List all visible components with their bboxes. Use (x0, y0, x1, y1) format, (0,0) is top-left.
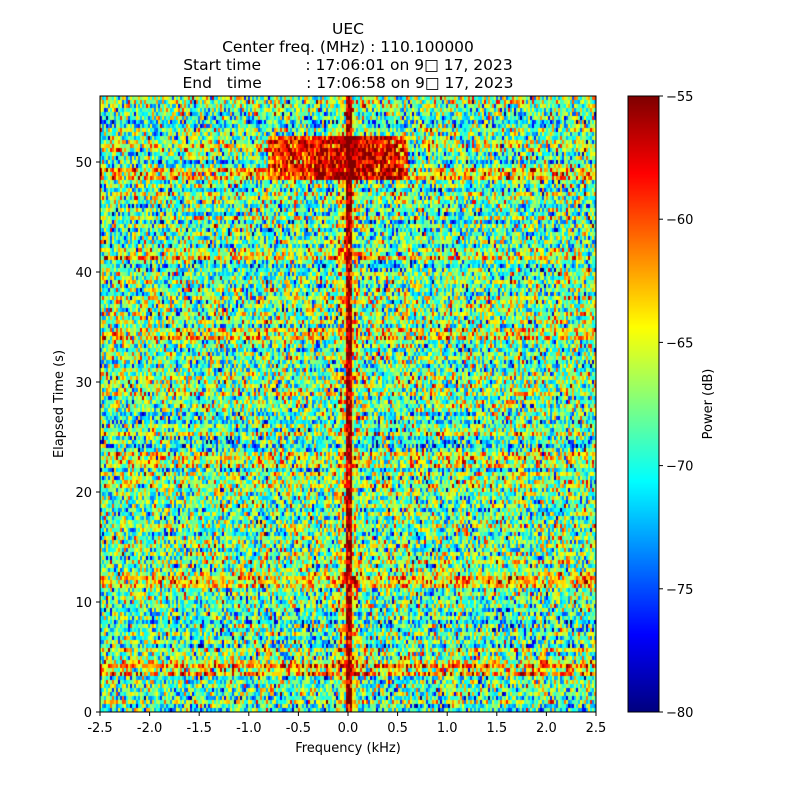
x-tick-label: 0.0 (338, 721, 359, 736)
y-axis-label: Elapsed Time (s) (52, 350, 67, 458)
x-tick-label: 1.0 (437, 721, 458, 736)
y-tick-label: 50 (75, 156, 92, 171)
x-tick-label: -1.5 (187, 721, 212, 736)
x-tick-label: -2.0 (137, 721, 162, 736)
chart-subtitle-end-time: End time : 17:06:58 on 9□ 17, 2023 (182, 74, 514, 92)
chart-subtitle-center-freq: Center freq. (MHz) : 110.100000 (222, 38, 474, 56)
colorbar-tick-label: −75 (666, 583, 693, 598)
y-tick-label: 20 (75, 486, 92, 501)
colorbar-tick-label: −65 (666, 336, 693, 351)
colorbar-tick-label: −70 (666, 460, 693, 475)
y-axis-ticks: 0 10 20 30 40 50 (75, 156, 100, 721)
x-axis-label: Frequency (kHz) (295, 741, 401, 756)
x-tick-label: -1.0 (236, 721, 261, 736)
y-tick-label: 30 (75, 376, 92, 391)
y-tick-label: 0 (84, 706, 92, 721)
plot-frame (99, 95, 597, 713)
colorbar-tick-label: −80 (666, 706, 693, 721)
x-tick-label: 0.5 (387, 721, 408, 736)
colorbar-tick-label: −55 (666, 90, 693, 105)
colorbar-label: Power (dB) (701, 369, 716, 440)
x-tick-label: 2.0 (536, 721, 557, 736)
colorbar-gradient (628, 96, 659, 712)
y-tick-label: 40 (75, 266, 92, 281)
chart-subtitle-start-time: Start time : 17:06:01 on 9□ 17, 2023 (183, 56, 513, 74)
x-tick-label: 2.5 (586, 721, 607, 736)
x-tick-label: -2.5 (87, 721, 112, 736)
x-tick-label: 1.5 (486, 721, 507, 736)
chart-title: UEC (332, 20, 364, 38)
colorbar-frame (627, 95, 660, 713)
colorbar-ticks: −80 −75 −70 −65 −60 −55 (659, 90, 693, 721)
y-tick-label: 10 (75, 596, 92, 611)
x-axis-ticks: -2.5 -2.0 -1.5 -1.0 -0.5 0.0 0.5 1.0 1.5 2.0 2.5 (87, 712, 606, 736)
colorbar-tick-label: −60 (666, 213, 693, 228)
x-tick-label: -0.5 (286, 721, 311, 736)
spectrogram-image (100, 96, 596, 712)
